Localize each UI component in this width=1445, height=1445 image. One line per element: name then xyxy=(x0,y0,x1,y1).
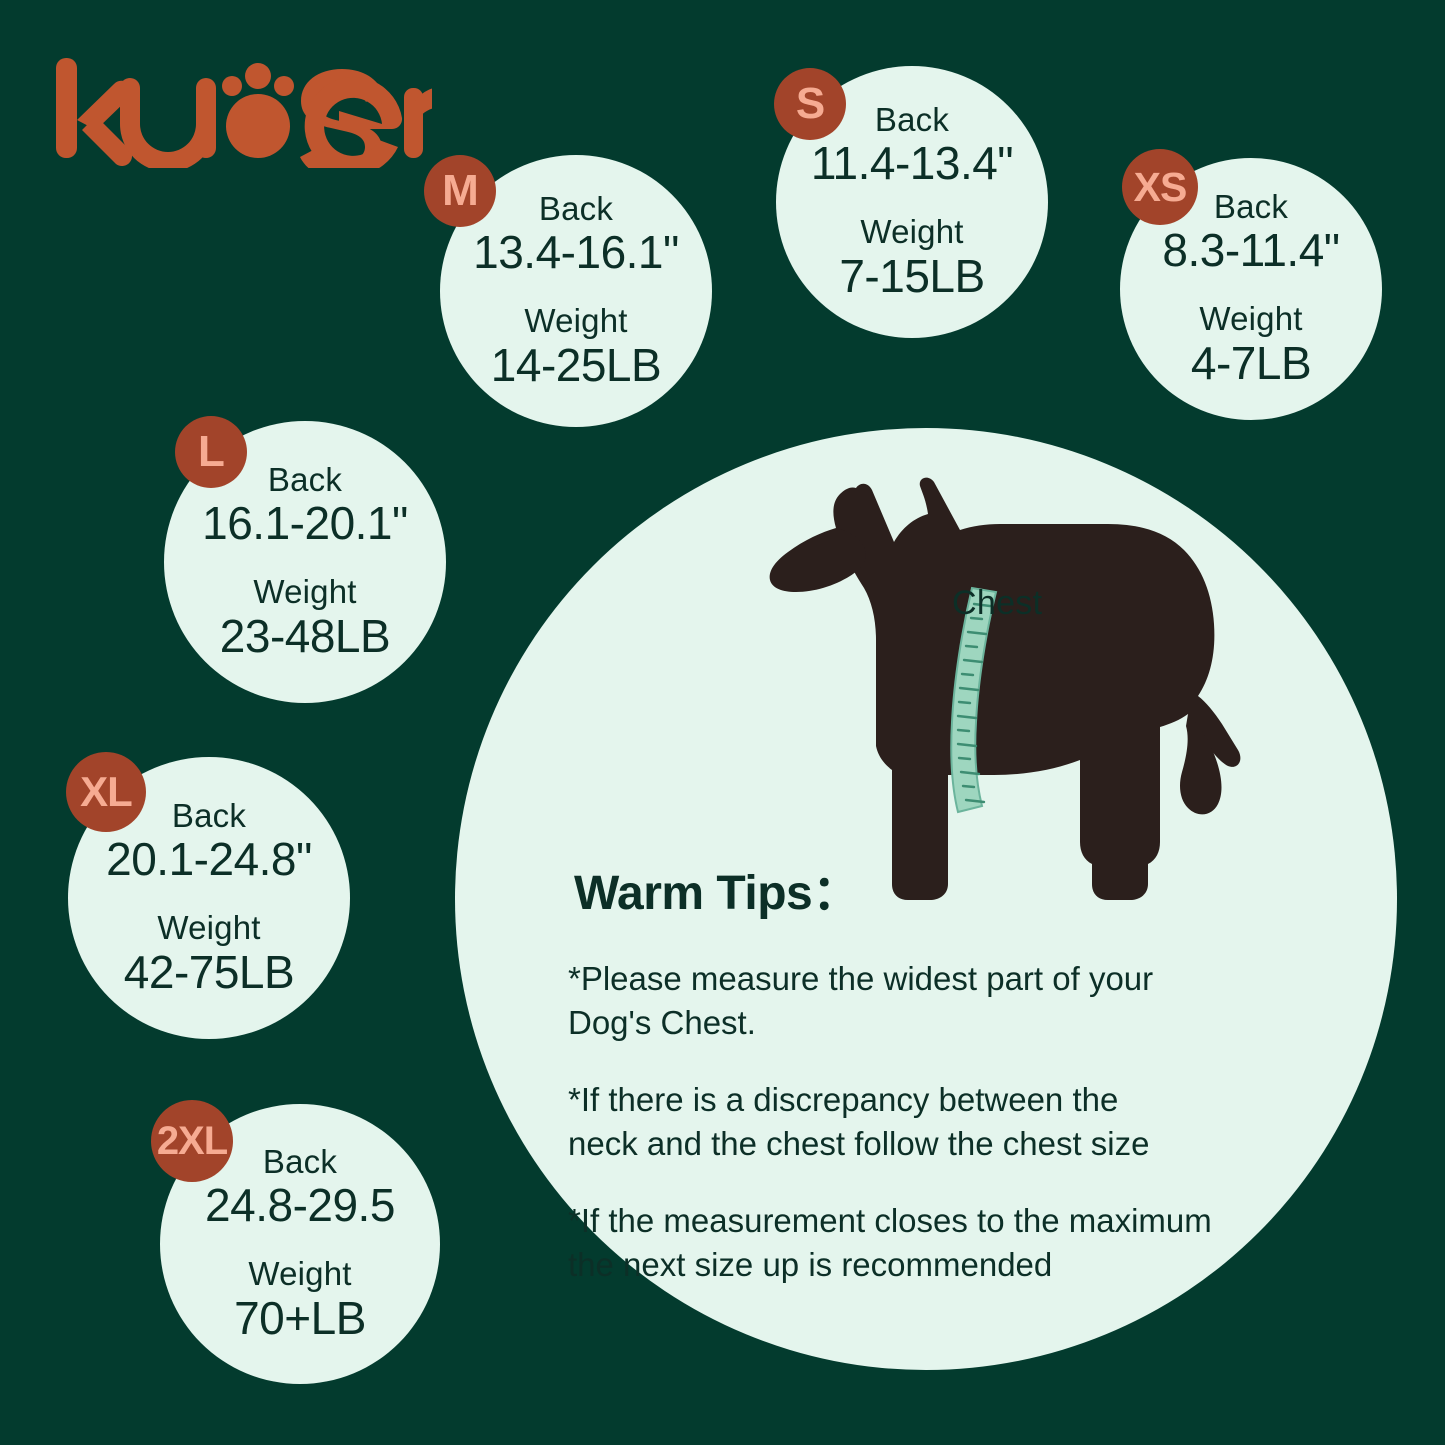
chest-label: Chest xyxy=(952,584,1043,622)
warm-tip-item: *Please measure the widest part of your … xyxy=(568,960,1154,1041)
back-value: 13.4-16.1" xyxy=(473,226,679,279)
size-badge-xs[interactable]: XS xyxy=(1122,149,1198,225)
weight-value: 7-15LB xyxy=(839,249,985,302)
back-label: Back xyxy=(538,189,614,227)
size-badge-label: M xyxy=(442,166,479,215)
back-label: Back xyxy=(262,1142,338,1180)
dog-measurement-diagram xyxy=(736,470,1276,940)
weight-label: Weight xyxy=(860,213,964,250)
weight-value: 42-75LB xyxy=(123,945,295,998)
size-badge-label: XS xyxy=(1133,163,1188,210)
back-label: Back xyxy=(171,796,247,834)
weight-label: Weight xyxy=(248,1255,352,1292)
weight-value: 14-25LB xyxy=(490,338,662,391)
back-label: Back xyxy=(874,100,950,138)
weight-value: 4-7LB xyxy=(1190,336,1312,389)
back-value: 11.4-13.4" xyxy=(810,137,1014,190)
weight-label: Weight xyxy=(524,302,628,339)
size-badge-2xl[interactable]: 2XL xyxy=(151,1100,233,1182)
size-bubble-xs[interactable]: Back 8.3-11.4" Weight 4-7LB xyxy=(1120,158,1382,420)
brand-logo xyxy=(52,58,432,168)
back-label: Back xyxy=(1213,187,1289,225)
back-value: 20.1-24.8" xyxy=(106,833,312,886)
weight-value: 23-48LB xyxy=(219,609,391,662)
back-value: 8.3-11.4" xyxy=(1162,224,1340,277)
weight-label: Weight xyxy=(1199,300,1303,337)
weight-label: Weight xyxy=(253,573,357,610)
warm-tips-title: Warm Tips： xyxy=(574,867,860,920)
measuring-tape-icon xyxy=(950,586,998,814)
dog-silhouette xyxy=(769,477,1241,900)
back-value: 24.8-29.5 xyxy=(205,1179,395,1232)
warm-tip-item: *If the measurement closes to the maximu… xyxy=(568,1202,1212,1283)
size-bubble-s[interactable]: Back 11.4-13.4" Weight 7-15LB xyxy=(776,66,1048,338)
warm-tip-item: *If there is a discrepancy between the n… xyxy=(568,1081,1150,1162)
size-bubble-m[interactable]: Back 13.4-16.1" Weight 14-25LB xyxy=(440,155,712,427)
back-value: 16.1-20.1" xyxy=(202,497,408,550)
weight-label: Weight xyxy=(157,909,261,946)
size-badge-xl[interactable]: XL xyxy=(66,752,146,832)
size-badge-label: XL xyxy=(80,768,133,815)
size-badge-m[interactable]: M xyxy=(424,155,496,227)
warm-tips-section: Warm Tips： *Please measure the widest pa… xyxy=(568,853,1288,1286)
size-badge-s[interactable]: S xyxy=(774,68,846,140)
size-badge-label: 2XL xyxy=(156,1118,228,1163)
size-badge-label: L xyxy=(198,427,225,476)
back-label: Back xyxy=(267,460,343,498)
weight-value: 70+LB xyxy=(234,1291,366,1344)
size-badge-label: S xyxy=(795,79,825,128)
size-badge-l[interactable]: L xyxy=(175,416,247,488)
